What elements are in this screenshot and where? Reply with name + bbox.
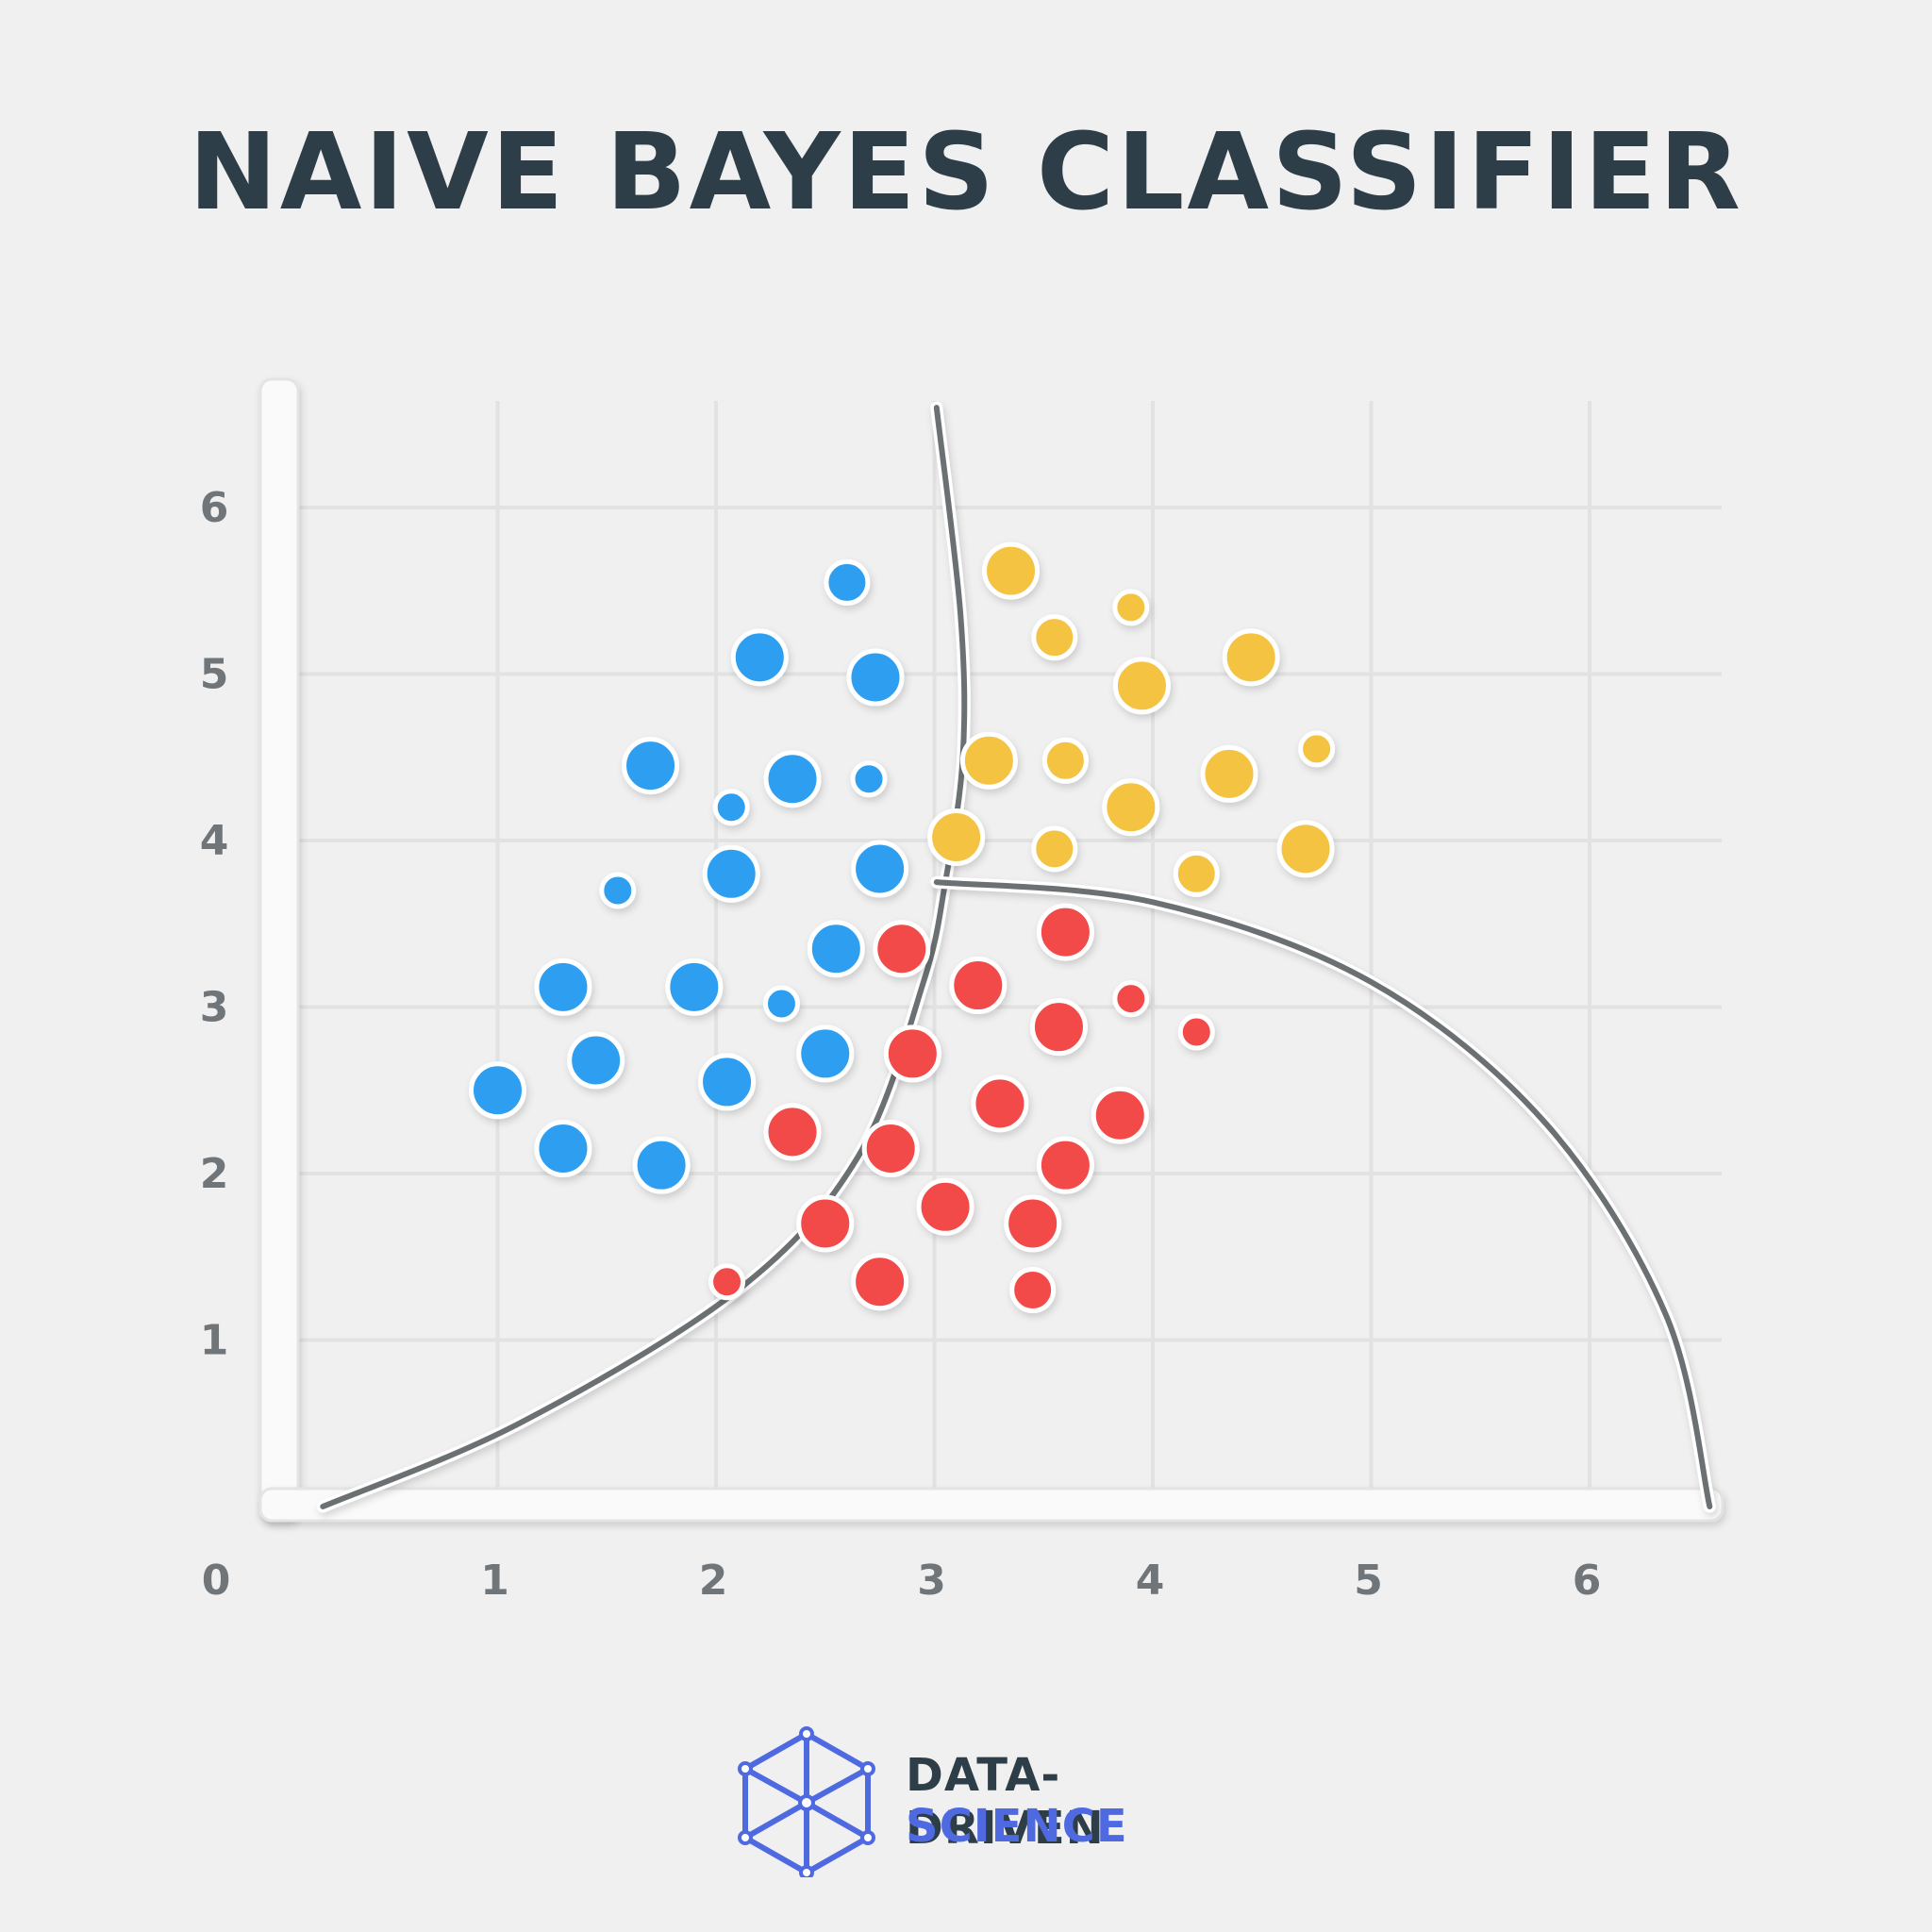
data-point-yellow <box>1222 628 1280 687</box>
decision-boundary-outline <box>930 875 1716 1513</box>
tick-labels: 0 1 2 3 4 5 6 1 2 3 4 5 6 <box>200 484 1602 1605</box>
y-tick-label: 5 <box>200 651 229 699</box>
data-point-blue <box>698 1053 757 1111</box>
data-point-red <box>1036 903 1094 961</box>
data-point-yellow <box>1200 744 1258 803</box>
x-tick-label: 3 <box>917 1557 946 1605</box>
data-point-red <box>1091 1086 1149 1144</box>
data-point-red <box>1004 1194 1062 1253</box>
brand-name-line2: SCIENCE <box>906 1800 1128 1853</box>
data-point-red <box>851 1253 909 1311</box>
x-tick-label: 5 <box>1354 1557 1383 1605</box>
data-point-red <box>1036 1136 1094 1194</box>
data-point-blue <box>807 920 865 978</box>
data-point-yellow <box>1173 850 1220 897</box>
data-point-red <box>708 1263 746 1301</box>
y-tick-label: 2 <box>200 1150 229 1198</box>
y-tick-label: 4 <box>200 817 229 865</box>
grid <box>283 401 1722 1507</box>
data-point-blue <box>762 985 800 1023</box>
data-point-yellow <box>1041 737 1089 784</box>
x-tick-label: 6 <box>1573 1557 1602 1605</box>
data-point-yellow <box>927 808 986 866</box>
data-point-yellow <box>1031 614 1078 661</box>
data-point-red <box>763 1103 822 1161</box>
data-point-blue <box>850 760 888 798</box>
y-tick-label: 6 <box>200 484 229 532</box>
data-point-yellow <box>982 541 1041 600</box>
y-tick-label: 3 <box>200 984 229 1032</box>
data-point-yellow <box>1298 730 1336 768</box>
data-point-red <box>949 957 1008 1015</box>
data-point-blue <box>469 1061 526 1120</box>
data-point-yellow <box>1112 657 1171 715</box>
data-point-blue <box>534 1120 592 1178</box>
data-point-blue <box>599 872 637 909</box>
data-point-red <box>1112 980 1150 1018</box>
y-tick-label: 1 <box>200 1317 229 1365</box>
data-point-red <box>883 1024 941 1083</box>
data-point-blue <box>730 628 789 687</box>
x-tick-label: 2 <box>699 1557 728 1605</box>
x-axis <box>258 1487 1724 1523</box>
data-point-yellow <box>1102 778 1160 837</box>
x-tick-label: 1 <box>480 1557 509 1605</box>
y-axis <box>258 377 300 1523</box>
data-point-red <box>971 1074 1029 1133</box>
hexagon-cube-icon <box>738 1726 875 1877</box>
data-point-blue <box>534 958 592 1016</box>
x-tick-label: 0 <box>202 1557 231 1605</box>
data-point-blue <box>567 1031 625 1090</box>
brand-name-line1: DATA-DRIVEN <box>906 1749 1105 1855</box>
data-point-red <box>1177 1013 1215 1051</box>
chart-title: NAIVE BAYES CLASSIFIER <box>189 111 1743 234</box>
data-point-blue <box>632 1136 691 1194</box>
data-point-yellow <box>1112 589 1150 626</box>
data-points <box>469 541 1336 1314</box>
data-point-yellow <box>959 731 1018 790</box>
axes <box>258 377 1724 1523</box>
data-point-yellow <box>1031 825 1078 873</box>
data-point-yellow <box>1276 820 1335 878</box>
decision-boundary <box>933 879 1713 1509</box>
data-point-red <box>861 1120 920 1178</box>
data-point-blue <box>846 648 905 707</box>
data-point-blue <box>712 789 750 826</box>
data-point-red <box>1029 998 1088 1057</box>
data-point-red <box>916 1177 974 1236</box>
data-point-blue <box>702 844 760 903</box>
data-point-blue <box>851 840 909 898</box>
brand: DATA-DRIVEN SCIENCE <box>736 1726 1226 1877</box>
data-point-blue <box>824 558 871 606</box>
data-point-red <box>1009 1267 1057 1314</box>
data-point-blue <box>622 737 680 795</box>
data-point-red <box>796 1194 855 1253</box>
data-point-blue <box>796 1024 855 1083</box>
data-point-red <box>873 920 931 978</box>
x-tick-label: 4 <box>1136 1557 1165 1605</box>
data-point-blue <box>763 750 822 808</box>
data-point-blue <box>665 958 724 1016</box>
